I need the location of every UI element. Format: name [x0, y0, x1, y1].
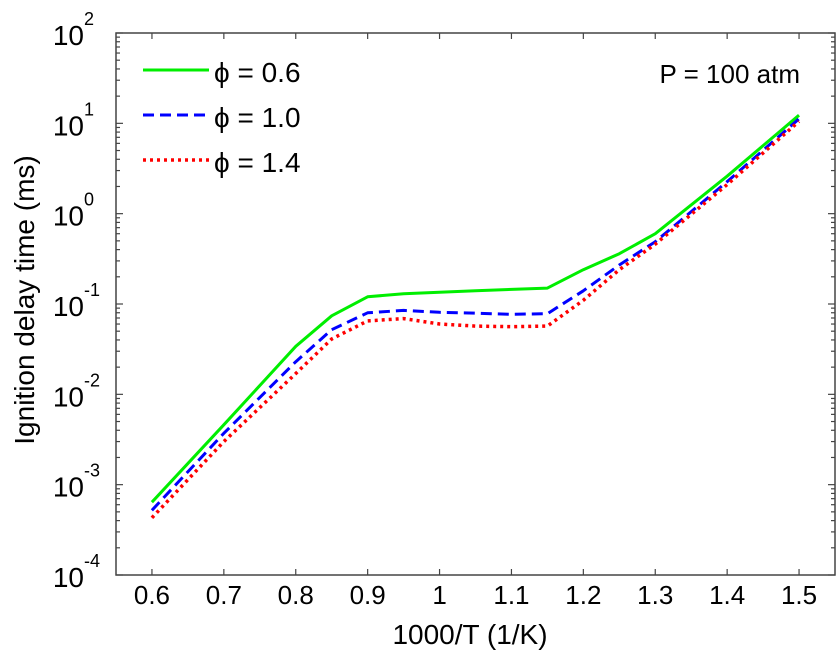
y-tick-exponent: -4	[84, 551, 100, 571]
x-tick-label: 1.2	[565, 580, 601, 610]
y-tick-label: 10-3	[53, 461, 100, 503]
legend-label: ϕ = 0.6	[214, 57, 301, 88]
y-tick-exponent: -1	[84, 280, 100, 300]
x-tick-label: 1.1	[493, 580, 529, 610]
x-tick-label: 1.3	[637, 580, 673, 610]
plot-frame	[115, 32, 836, 576]
y-tick-base: 10	[53, 562, 84, 593]
series-line-2	[150, 117, 800, 512]
x-tick-labels: 0.6 0.7 0.8 0.9 1 1.1 1.2 1.3 1.4 1.5	[134, 580, 817, 610]
series-lines	[150, 114, 801, 520]
x-tick-label: 0.8	[278, 580, 314, 610]
y-tick-label: 100	[53, 190, 94, 232]
y-tick-exponent: 0	[84, 190, 94, 210]
legend-label: ϕ = 1.4	[214, 147, 301, 178]
y-tick-base: 10	[53, 20, 84, 51]
x-tick-label: 1.5	[781, 580, 817, 610]
y-tick-label: 10-2	[53, 370, 100, 412]
y-tick-base: 10	[53, 201, 84, 232]
legend-label: ϕ = 1.0	[214, 102, 301, 133]
y-tick-base: 10	[53, 110, 84, 141]
x-tick-label: 1.4	[709, 580, 745, 610]
pressure-annotation: P = 100 atm	[660, 59, 800, 89]
y-tick-exponent: 1	[84, 99, 94, 119]
y-tick-label: 10-1	[53, 280, 100, 322]
x-tick-label: 0.6	[134, 580, 170, 610]
y-tick-base: 10	[53, 381, 84, 412]
y-tick-exponent: -2	[84, 370, 100, 390]
y-tick-exponent: -3	[84, 461, 100, 481]
x-tick-label: 0.7	[206, 580, 242, 610]
y-tick-label: 102	[53, 9, 94, 51]
y-tick-base: 10	[53, 472, 84, 503]
x-tick-label: 0.9	[350, 580, 386, 610]
y-axis-label: Ignition delay time (ms)	[9, 155, 40, 444]
y-tick-label: 10-4	[53, 551, 100, 593]
y-tick-base: 10	[53, 291, 84, 322]
x-axis-label: 1000/T (1/K)	[392, 619, 547, 650]
series-line-1	[150, 114, 800, 504]
legend: ϕ = 0.6 ϕ = 1.0 ϕ = 1.4	[143, 57, 301, 178]
series-line-3	[150, 120, 801, 520]
x-tick-label: 1	[432, 580, 446, 610]
y-tick-exponent: 2	[84, 9, 94, 29]
y-tick-label: 101	[53, 99, 94, 141]
